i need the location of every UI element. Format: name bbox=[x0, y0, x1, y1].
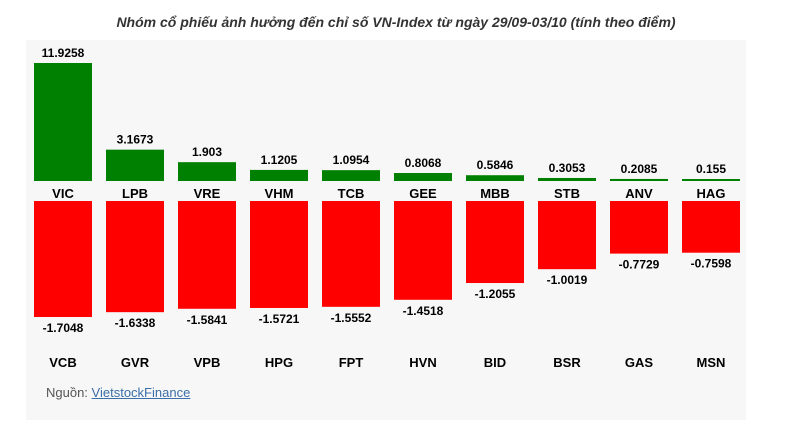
bar-positive-mbb bbox=[466, 175, 524, 181]
value-label-hvn: -1.4518 bbox=[403, 304, 444, 318]
category-label-vic: VIC bbox=[52, 186, 74, 201]
bar-positive-vre bbox=[178, 162, 236, 181]
value-label-vcb: -1.7048 bbox=[43, 321, 84, 335]
category-label-vcb: VCB bbox=[49, 355, 76, 370]
source-link[interactable]: VietstockFinance bbox=[91, 385, 191, 400]
value-label-vre: 1.903 bbox=[192, 145, 222, 159]
value-label-hag: 0.155 bbox=[696, 162, 726, 176]
value-label-vhm: 1.1205 bbox=[261, 153, 298, 167]
bar-negative-msn bbox=[682, 201, 740, 253]
category-label-hvn: HVN bbox=[409, 355, 436, 370]
chart-title: Nhóm cổ phiếu ảnh hưởng đến chỉ số VN-In… bbox=[116, 14, 676, 30]
value-label-vic: 11.9258 bbox=[42, 46, 85, 60]
value-label-stb: 0.3053 bbox=[549, 161, 586, 175]
bar-positive-vhm bbox=[250, 169, 308, 181]
bar-negative-fpt bbox=[322, 201, 380, 307]
bar-positive-gee bbox=[394, 173, 452, 181]
bar-positive-anv bbox=[610, 178, 668, 181]
category-label-bid: BID bbox=[484, 355, 506, 370]
value-label-bsr: -1.0019 bbox=[547, 273, 588, 287]
category-label-lpb: LPB bbox=[122, 186, 148, 201]
category-label-vre: VRE bbox=[194, 186, 221, 201]
category-label-fpt: FPT bbox=[339, 355, 364, 370]
category-label-gvr: GVR bbox=[121, 355, 150, 370]
category-label-mbb: MBB bbox=[480, 186, 510, 201]
category-label-hag: HAG bbox=[697, 186, 726, 201]
category-label-gas: GAS bbox=[625, 355, 654, 370]
bar-negative-gvr bbox=[106, 201, 164, 313]
category-label-tcb: TCB bbox=[338, 186, 365, 201]
value-label-anv: 0.2085 bbox=[621, 162, 658, 176]
value-label-gee: 0.8068 bbox=[405, 156, 442, 170]
value-label-vpb: -1.5841 bbox=[187, 313, 228, 327]
bar-positive-lpb bbox=[106, 149, 164, 181]
bar-negative-gas bbox=[610, 201, 668, 254]
value-label-fpt: -1.5552 bbox=[331, 311, 372, 325]
source-note: Nguồn: VietstockFinance bbox=[46, 385, 190, 400]
source-prefix: Nguồn: bbox=[46, 385, 92, 400]
bar-positive-stb bbox=[538, 177, 596, 181]
bar-negative-hpg bbox=[250, 201, 308, 308]
bar-negative-vpb bbox=[178, 201, 236, 309]
value-label-mbb: 0.5846 bbox=[477, 158, 514, 172]
bar-positive-tcb bbox=[322, 170, 380, 181]
category-label-anv: ANV bbox=[625, 186, 653, 201]
bar-negative-hvn bbox=[394, 201, 452, 300]
bar-negative-vcb bbox=[34, 201, 92, 317]
value-label-msn: -0.7598 bbox=[691, 257, 732, 271]
bar-positive-vic bbox=[34, 63, 92, 181]
bar-negative-bsr bbox=[538, 201, 596, 270]
bar-positive-hag bbox=[682, 179, 740, 181]
value-label-gas: -0.7729 bbox=[619, 258, 660, 272]
category-label-gee: GEE bbox=[409, 186, 437, 201]
value-label-hpg: -1.5721 bbox=[259, 312, 300, 326]
category-label-bsr: BSR bbox=[553, 355, 581, 370]
bar-negative-bid bbox=[466, 201, 524, 284]
category-label-msn: MSN bbox=[697, 355, 726, 370]
value-label-bid: -1.2055 bbox=[475, 287, 516, 301]
category-label-stb: STB bbox=[554, 186, 580, 201]
category-label-hpg: HPG bbox=[265, 355, 293, 370]
category-label-vpb: VPB bbox=[194, 355, 221, 370]
category-label-vhm: VHM bbox=[265, 186, 294, 201]
value-label-tcb: 1.0954 bbox=[333, 153, 370, 167]
value-label-lpb: 3.1673 bbox=[117, 133, 154, 147]
value-label-gvr: -1.6338 bbox=[115, 316, 156, 330]
